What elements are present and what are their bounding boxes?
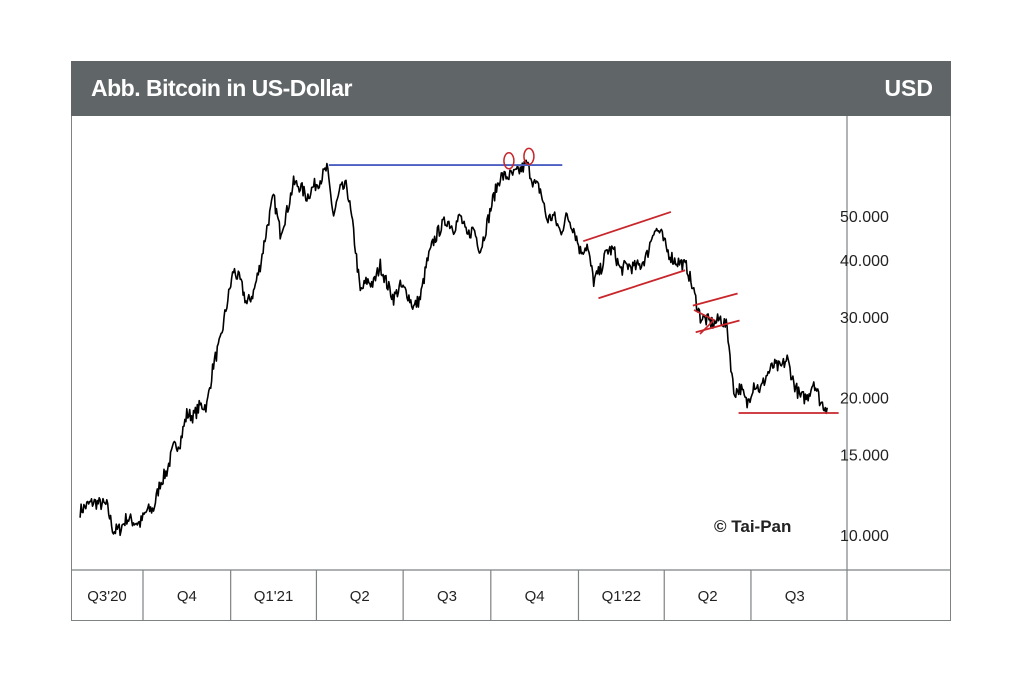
channel_2-upper-line <box>692 292 738 307</box>
price-line <box>79 159 828 537</box>
y-tick-label: 50.000 <box>840 209 889 226</box>
unit-label: USD <box>884 75 933 101</box>
channel_2-lower-line <box>695 319 740 334</box>
top-circle <box>503 152 515 170</box>
triangle-pattern <box>693 309 716 335</box>
channel_1-lower-line <box>598 269 686 300</box>
channel_1-upper-line <box>582 211 672 243</box>
x-tick-label: Q3 <box>785 588 805 605</box>
x-tick-label: Q4 <box>177 588 197 605</box>
x-tick-label: Q3 <box>437 588 457 605</box>
copyright-label: © Tai-Pan <box>714 517 791 536</box>
y-tick-label: 30.000 <box>840 310 889 327</box>
y-tick-label: 15.000 <box>840 448 889 465</box>
chart-title: Abb. Bitcoin in US-Dollar <box>91 75 352 101</box>
x-tick-label: Q1'22 <box>602 588 642 605</box>
x-tick-label: Q2 <box>350 588 370 605</box>
y-tick-label: 20.000 <box>840 391 889 408</box>
y-tick-label: 10.000 <box>840 528 889 545</box>
x-tick-label: Q4 <box>525 588 545 605</box>
x-tick-label: Q2 <box>698 588 718 605</box>
x-tick-label: Q3'20 <box>87 588 127 605</box>
x-tick-label: Q1'21 <box>254 588 294 605</box>
y-tick-label: 40.000 <box>840 253 889 270</box>
chart-header: Abb. Bitcoin in US-Dollar USD <box>71 61 951 116</box>
top-circle <box>523 147 535 166</box>
